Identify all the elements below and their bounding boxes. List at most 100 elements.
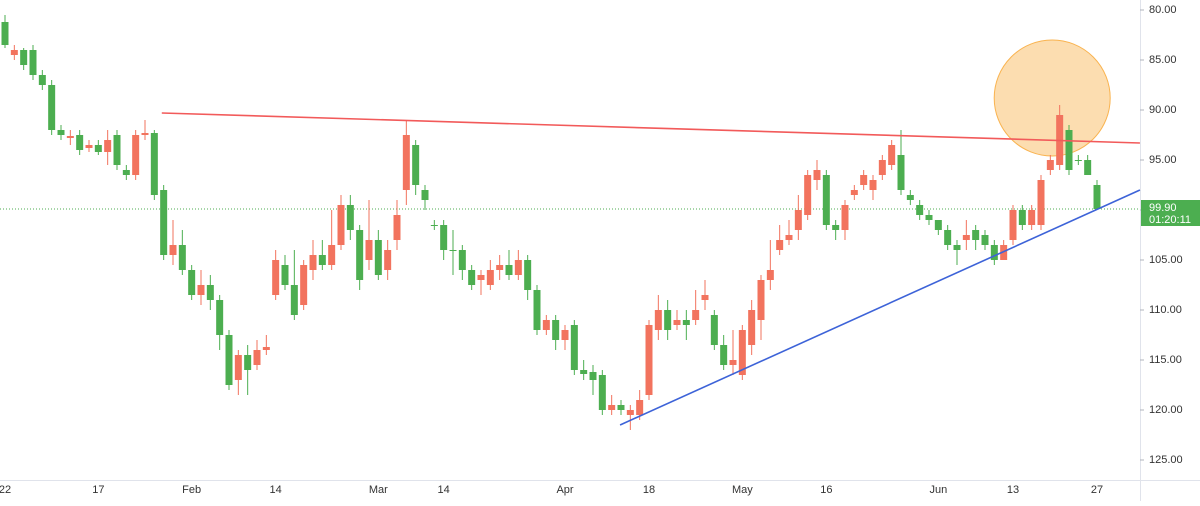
candle-body: [748, 310, 756, 345]
candle-body: [206, 285, 214, 300]
candle-body: [402, 135, 410, 190]
y-tick-label: 115.00: [1149, 354, 1182, 366]
candle-body: [421, 190, 429, 200]
candle-body: [972, 230, 980, 240]
x-tick-label: Mar: [369, 484, 388, 496]
candle-body: [990, 245, 998, 260]
countdown: 01:20:11: [1149, 214, 1191, 226]
x-tick-label: 14: [438, 484, 450, 496]
candle-body: [178, 245, 186, 270]
candle-body: [570, 325, 578, 370]
x-tick-label: 27: [1091, 484, 1103, 496]
candle-body: [290, 285, 298, 315]
candle-body: [897, 155, 905, 190]
candle-body: [785, 235, 793, 240]
x-tick-label: 14: [270, 484, 282, 496]
x-tick-label: Feb: [182, 484, 201, 496]
candle-body: [440, 225, 448, 250]
y-tick-label: 105.00: [1149, 254, 1183, 266]
candle-body: [430, 225, 438, 226]
x-tick-label: Jun: [929, 484, 947, 496]
candle-body: [132, 135, 140, 175]
candle-body: [468, 270, 476, 285]
candle-body: [272, 260, 280, 295]
x-tick-label: Apr: [556, 484, 573, 496]
candle-body: [412, 145, 420, 185]
candle-body: [850, 190, 858, 195]
candle-body: [682, 320, 690, 325]
candle-body: [860, 175, 868, 185]
candle-body: [1018, 210, 1026, 225]
candle-body: [701, 295, 709, 300]
candle-body: [552, 320, 560, 340]
candle-body: [505, 265, 513, 275]
candle-body: [1065, 130, 1073, 170]
candle-body: [197, 285, 205, 295]
candle-body: [925, 215, 933, 220]
candle-body: [1009, 210, 1017, 240]
x-tick-label: 18: [643, 484, 655, 496]
candle-body: [906, 195, 914, 200]
candle-body: [169, 245, 177, 255]
candle-body: [869, 180, 877, 190]
candle-body: [150, 133, 158, 195]
candle-body: [300, 265, 308, 305]
candle-body: [29, 50, 37, 75]
trendline: [619, 189, 1141, 426]
x-tick-label: 13: [1007, 484, 1019, 496]
candle-body: [962, 235, 970, 240]
candle-body: [76, 135, 84, 150]
candle-body: [524, 260, 532, 290]
candle-body: [1000, 245, 1008, 260]
candle-body: [664, 310, 672, 330]
candle-body: [878, 160, 886, 175]
candle-body: [710, 315, 718, 345]
candle-body: [365, 240, 373, 260]
y-tick-label: 125.00: [1149, 454, 1183, 466]
last-price-box: [1141, 200, 1200, 226]
candle-body: [328, 245, 336, 265]
candle-body: [113, 135, 121, 165]
candle-body: [57, 130, 65, 135]
y-tick-label: 90.00: [1149, 104, 1177, 116]
x-tick-label: 16: [820, 484, 832, 496]
candle-body: [1, 22, 9, 45]
y-tick-label: 85.00: [1149, 54, 1177, 66]
candle-body: [188, 270, 196, 295]
candle-body: [234, 355, 242, 380]
candle-body: [66, 136, 74, 138]
candle-body: [104, 140, 112, 152]
x-tick-label: May: [732, 484, 753, 496]
candle-body: [477, 275, 485, 280]
candle-body: [216, 300, 224, 335]
y-tick-label: 120.00: [1149, 404, 1183, 416]
candle-body: [1046, 160, 1054, 170]
candle-body: [645, 325, 653, 395]
candle-body: [1028, 210, 1036, 225]
x-tick-label: 22: [0, 484, 11, 496]
candle-body: [1074, 160, 1082, 161]
candle-body: [318, 255, 326, 265]
candle-body: [393, 215, 401, 240]
candle-body: [253, 350, 261, 365]
candle-body: [514, 260, 522, 275]
candle-body: [20, 50, 28, 65]
highlight-circle: [993, 39, 1111, 157]
candle-body: [94, 145, 102, 152]
candle-body: [720, 345, 728, 365]
candle-body: [953, 245, 961, 250]
candle-body: [692, 310, 700, 320]
candle-body: [626, 410, 634, 415]
candle-body: [10, 50, 18, 55]
y-tick-label: 95.00: [1149, 154, 1177, 166]
candle-body: [832, 225, 840, 230]
candle-body: [1093, 185, 1101, 209]
candle-body: [654, 310, 662, 330]
candle-body: [738, 330, 746, 375]
candle-body: [281, 265, 289, 285]
x-tick-label: 17: [92, 484, 104, 496]
candle-body: [944, 230, 952, 245]
candle-body: [346, 205, 354, 230]
